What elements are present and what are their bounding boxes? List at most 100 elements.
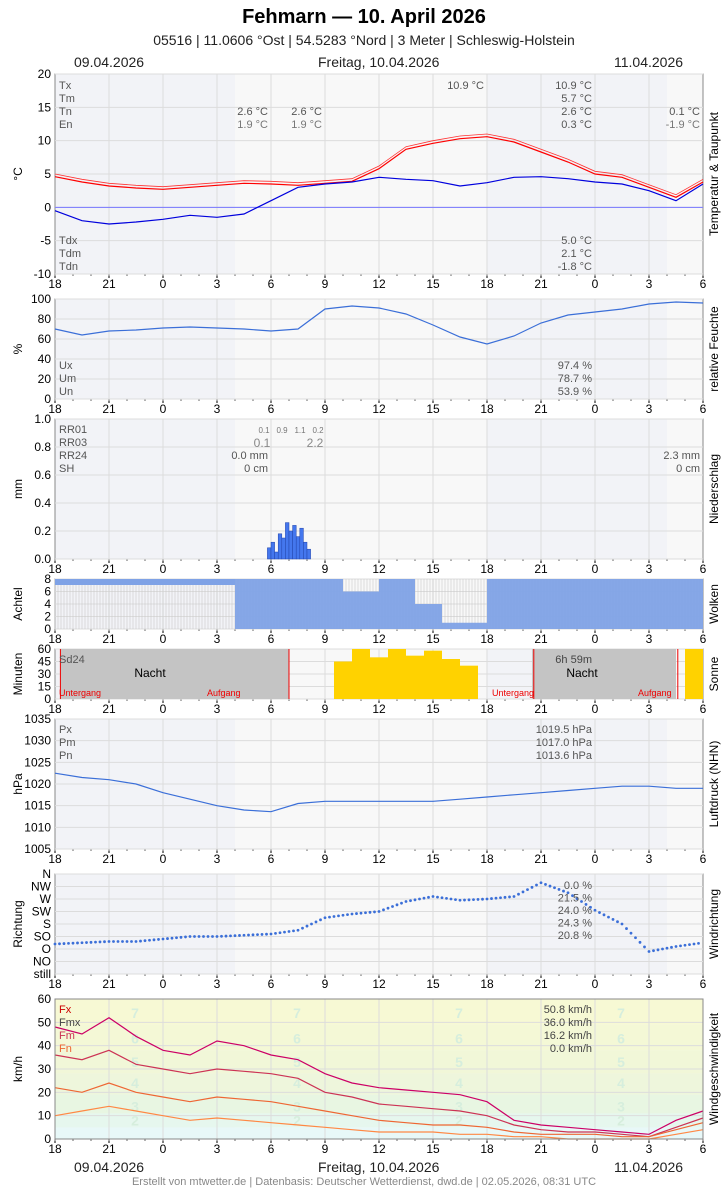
temp-x-tick-label: 3 [646, 277, 653, 291]
temp-dew-value: -1.8 °C [558, 261, 592, 273]
rain-rr01-value: 0.9 [276, 426, 288, 435]
temp-stat-label: Tm [59, 93, 75, 105]
wdir-dot [404, 900, 408, 903]
wind-bft-number: 2 [131, 1112, 139, 1128]
temp-x-tick-label: 9 [322, 277, 329, 291]
wdir-dot [251, 933, 255, 937]
temp-dew-stat-label: Tdn [59, 261, 78, 273]
wdir-dot [188, 935, 192, 938]
hum-y-tick-label: 20 [38, 372, 52, 386]
wdir-dot [197, 935, 201, 938]
cloud-bar [343, 591, 379, 629]
rain-y-tick-label: 1.0 [34, 412, 51, 426]
wind-bft-number: 5 [617, 1054, 625, 1070]
wdir-side-label: Windrichtung [707, 889, 721, 959]
wind-x-tick-label: 18 [480, 1142, 494, 1156]
wind-bft-number: 7 [617, 1005, 625, 1021]
wdir-freq-value: 0.0 % [564, 880, 592, 892]
sun-bar [424, 650, 442, 699]
temp-x-tick-label: 6 [700, 277, 707, 291]
wdir-dot [265, 932, 268, 936]
wdir-dot [166, 937, 169, 940]
temp-x-tick-label: 6 [268, 277, 275, 291]
rain-x-tick-label: 6 [268, 562, 275, 576]
hum-night-band [487, 299, 667, 399]
rain-bar [292, 525, 297, 560]
wdir-dot [400, 901, 403, 905]
wdir-dot [688, 943, 691, 947]
wdir-dot [589, 905, 592, 909]
temp-y-tick-label: 20 [38, 67, 52, 81]
wdir-dot [508, 895, 511, 899]
temp-x-tick-label: 15 [426, 277, 440, 291]
wdir-x-tick-label: 0 [160, 977, 167, 991]
wdir-x-tick-label: 18 [480, 977, 494, 991]
wdir-dot [386, 906, 390, 910]
cloud-x-tick-label: 6 [700, 632, 707, 646]
temp-y-tick-label: -5 [40, 234, 51, 248]
wdir-x-tick-label: 6 [268, 977, 275, 991]
wdir-freq-value: 21.5 % [558, 893, 592, 905]
rain-x-tick-label: 12 [372, 562, 386, 576]
wdir-dot [593, 908, 597, 912]
sun-x-tick-label: 21 [102, 702, 116, 716]
press-x-tick-label: 0 [160, 852, 167, 866]
hum-x-tick-label: 15 [426, 402, 440, 416]
wdir-dot [287, 930, 291, 933]
sun-sd-value: 6h 59m [555, 654, 592, 666]
wdir-dot [350, 912, 354, 916]
rain-rr01-value: 1.1 [294, 426, 306, 435]
wdir-dot [94, 940, 97, 944]
hum-x-tick-label: 6 [700, 402, 707, 416]
wdir-dot [431, 895, 435, 898]
wdir-dot [377, 910, 381, 913]
wdir-dot [661, 947, 664, 951]
wdir-dot [607, 915, 610, 919]
press-stat-label: Pn [59, 750, 72, 762]
temp-stat-label: En [59, 119, 72, 131]
press-x-tick-label: 0 [592, 852, 599, 866]
wdir-dot [643, 945, 646, 949]
rain-sh-day3: 0 cm [676, 463, 700, 475]
wdir-dot [625, 927, 628, 930]
wdir-dot [629, 931, 633, 935]
sun-x-tick-label: 18 [480, 702, 494, 716]
hum-x-tick-label: 21 [102, 402, 116, 416]
press-x-tick-label: 15 [426, 852, 440, 866]
wdir-dot [697, 941, 700, 945]
cloud-x-tick-label: 0 [592, 632, 599, 646]
temp-x-tick-label: 18 [48, 277, 62, 291]
wdir-x-tick-label: 18 [48, 977, 62, 991]
wdir-dot [611, 918, 615, 921]
sun-bar [442, 659, 460, 699]
temp-tx-mark: 10.9 °C [447, 80, 484, 92]
wdir-dot [530, 885, 534, 889]
wind-bft-number: 3 [131, 1098, 139, 1114]
cloud-y-tick-label: 0 [44, 622, 51, 636]
hum-y-tick-label: 60 [38, 332, 52, 346]
wdir-dot [319, 918, 322, 922]
temp-y-axis-label: °C [11, 167, 25, 181]
wind-bft-number: 6 [293, 1031, 301, 1047]
wdir-dot [328, 915, 331, 919]
rain-bar [303, 541, 308, 560]
temp-series-line [54, 136, 704, 198]
temp-dew-value: 5.0 °C [561, 235, 592, 247]
wdir-freq-value: 24.3 % [558, 918, 592, 930]
wind-bft-number: 3 [455, 1098, 463, 1114]
press-stat-value: 1013.6 hPa [536, 750, 593, 762]
hum-x-tick-label: 12 [372, 402, 386, 416]
wdir-dot [674, 945, 678, 948]
temp-dew-value: 2.1 °C [561, 248, 592, 260]
wind-bft-number: 7 [293, 1005, 301, 1021]
wind-bft-number: 7 [455, 1005, 463, 1021]
rain-rr24-day3: 2.3 mm [663, 450, 700, 462]
temp-series-line-max [54, 133, 704, 196]
wdir-dot [481, 897, 484, 901]
rain-bar [274, 551, 279, 560]
sun-night-label-2: Nacht [566, 666, 598, 680]
rain-x-tick-label: 9 [322, 562, 329, 576]
wdir-y-tick-label: N [42, 867, 51, 881]
wdir-dot [440, 896, 444, 900]
hum-stat-label: Un [59, 386, 73, 398]
